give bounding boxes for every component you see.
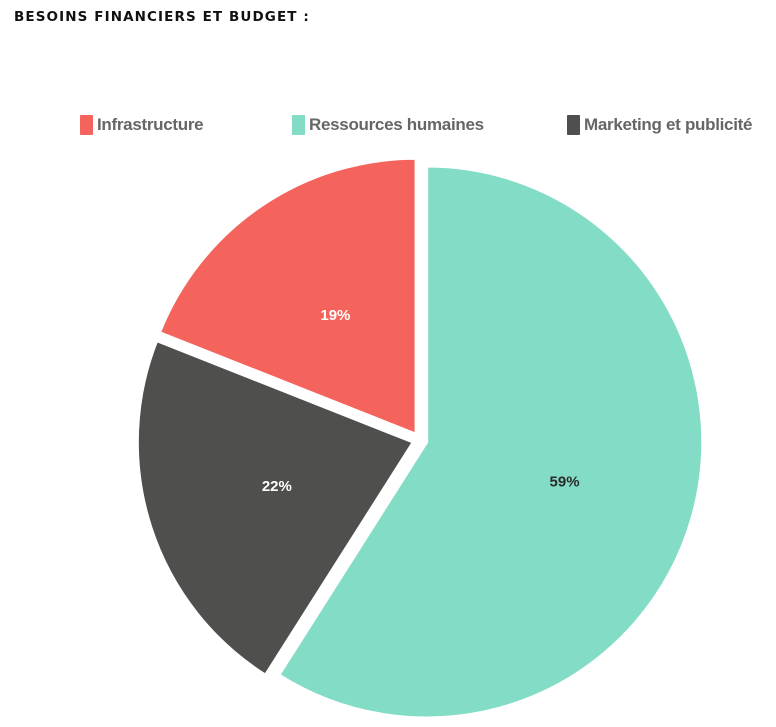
- legend-item-marketing-et-publicite[interactable]: Marketing et publicité: [567, 115, 752, 135]
- data-label-marketing-et-publicite: 22%: [262, 478, 292, 495]
- pie-data-labels: 59% 22% 19%: [262, 307, 580, 495]
- data-label-infrastructure: 19%: [320, 307, 350, 324]
- data-label-ressources-humaines: 59%: [550, 473, 580, 490]
- pie-slices: [135, 156, 705, 720]
- legend-label-ressources-humaines: Ressources humaines: [309, 115, 484, 134]
- legend-swatch-ressources-humaines: [292, 115, 305, 135]
- legend-swatch-marketing-et-publicite: [567, 115, 580, 135]
- chart-legend: Infrastructure Ressources humaines Marke…: [0, 115, 776, 137]
- pie-slice-marketing-et-publicite[interactable]: [135, 339, 415, 677]
- legend-label-infrastructure: Infrastructure: [97, 115, 204, 134]
- pie-slice-ressources-humaines[interactable]: [277, 164, 705, 720]
- pie-slice-infrastructure[interactable]: [157, 156, 418, 436]
- legend-swatch-infrastructure: [80, 115, 93, 135]
- legend-item-ressources-humaines[interactable]: Ressources humaines: [292, 115, 484, 135]
- legend-label-marketing-et-publicite: Marketing et publicité: [584, 115, 753, 134]
- legend-item-infrastructure[interactable]: Infrastructure: [80, 115, 204, 135]
- page-title: BESOINS FINANCIERS ET BUDGET :: [14, 9, 310, 25]
